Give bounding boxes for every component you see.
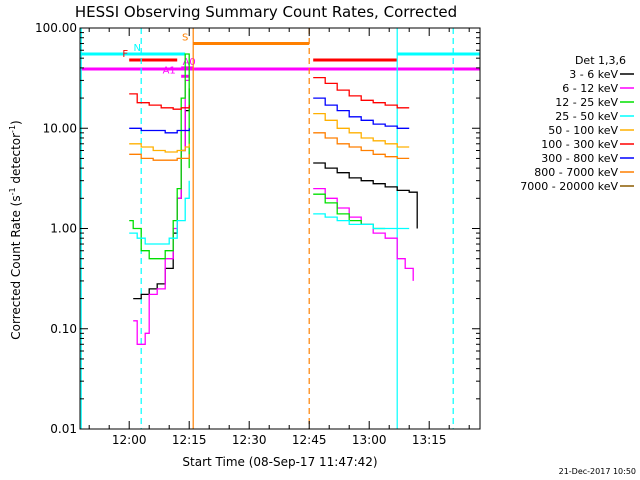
series-line <box>313 112 410 148</box>
legend-title: Det 1,3,6 <box>575 54 626 67</box>
y-tick-label: 1.00 <box>50 222 77 236</box>
x-tick-label: 12:30 <box>232 433 267 447</box>
legend-entry: 3 - 6 keV <box>569 68 618 81</box>
flag-label: A1 <box>163 65 176 76</box>
chart-title: HESSI Observing Summary Count Rates, Cor… <box>75 3 457 21</box>
y-axis-label: Corrected Count Rate (s-1 detector-1) <box>8 120 23 339</box>
legend-entry: 6 - 12 keV <box>562 82 618 95</box>
series-line <box>313 76 410 109</box>
y-tick-label: 0.01 <box>50 422 77 436</box>
legend-entry: 25 - 50 keV <box>555 110 618 123</box>
y-tick-label: 10.00 <box>43 121 77 135</box>
x-tick-label: 12:15 <box>172 433 207 447</box>
x-tick-label: 12:45 <box>292 433 327 447</box>
series-lines <box>129 53 418 345</box>
legend-entry: 7000 - 20000 keV <box>520 180 618 193</box>
flag-label: F <box>122 49 128 60</box>
series-line <box>129 153 190 161</box>
legend-entry: 100 - 300 keV <box>541 138 618 151</box>
x-axis-label: Start Time (08-Sep-17 11:47:42) <box>182 455 377 469</box>
series-line <box>313 213 410 230</box>
series-line <box>129 180 190 245</box>
series-line <box>313 97 410 129</box>
legend-entry: 800 - 7000 keV <box>534 166 618 179</box>
series-line <box>313 132 410 160</box>
legend-entry: 12 - 25 keV <box>555 96 618 109</box>
x-axis-ticks: 12:00 12:15 12:30 12:45 13:00 13:15 <box>88 28 470 447</box>
series-line <box>129 53 190 260</box>
series-line <box>313 162 418 229</box>
y-tick-label: 100.00 <box>35 21 77 35</box>
x-tick-label: 13:15 <box>412 433 447 447</box>
legend-entry: 300 - 800 keV <box>541 152 618 165</box>
flag-label: S <box>182 33 188 44</box>
y-axis-ticks: 0.01 0.10 1.00 10.00 100.00 <box>35 21 480 436</box>
legend-entry: 50 - 100 keV <box>548 124 618 137</box>
date-stamp: 21-Dec-2017 10:50 <box>559 467 636 476</box>
series-line <box>129 143 190 153</box>
flag-label: N <box>133 43 140 54</box>
series-line <box>129 127 190 134</box>
y-tick-label: 0.10 <box>50 322 77 336</box>
x-tick-label: 13:00 <box>352 433 387 447</box>
series-line <box>129 93 190 110</box>
x-tick-label: 12:00 <box>112 433 147 447</box>
